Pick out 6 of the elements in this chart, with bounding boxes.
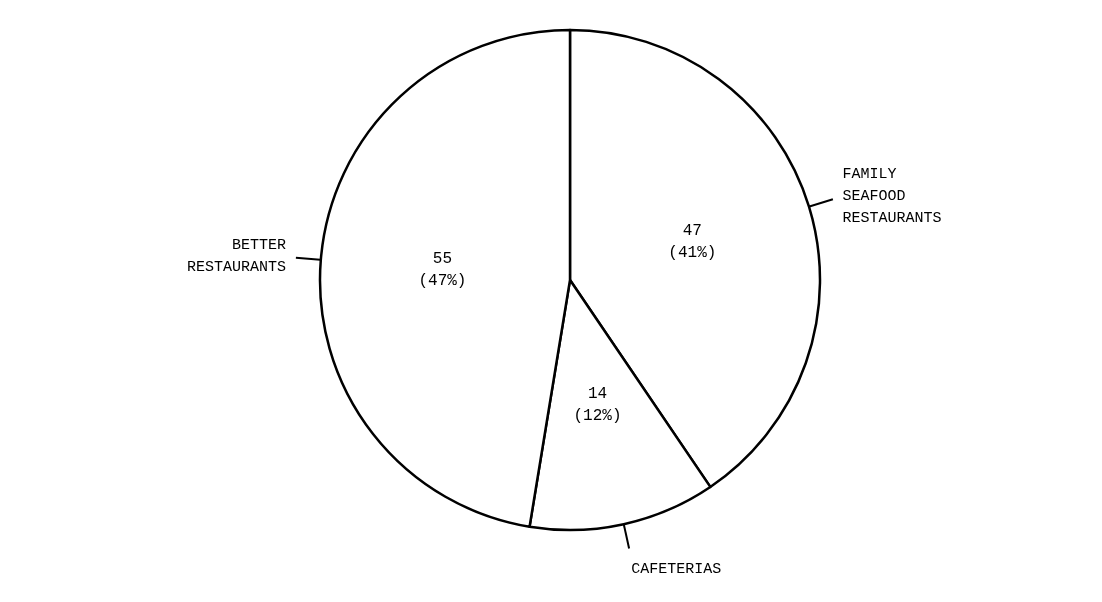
data-label: 14 (12%)	[573, 385, 622, 426]
data-label: 47 (41%)	[668, 222, 717, 263]
data-label: 55 (47%)	[418, 249, 467, 290]
slice-label: FAMILY SEAFOOD RESTAURANTS	[842, 165, 942, 227]
slice-label: BETTER RESTAURANTS	[186, 237, 286, 277]
slice-label: CAFETERIAS	[631, 560, 722, 578]
